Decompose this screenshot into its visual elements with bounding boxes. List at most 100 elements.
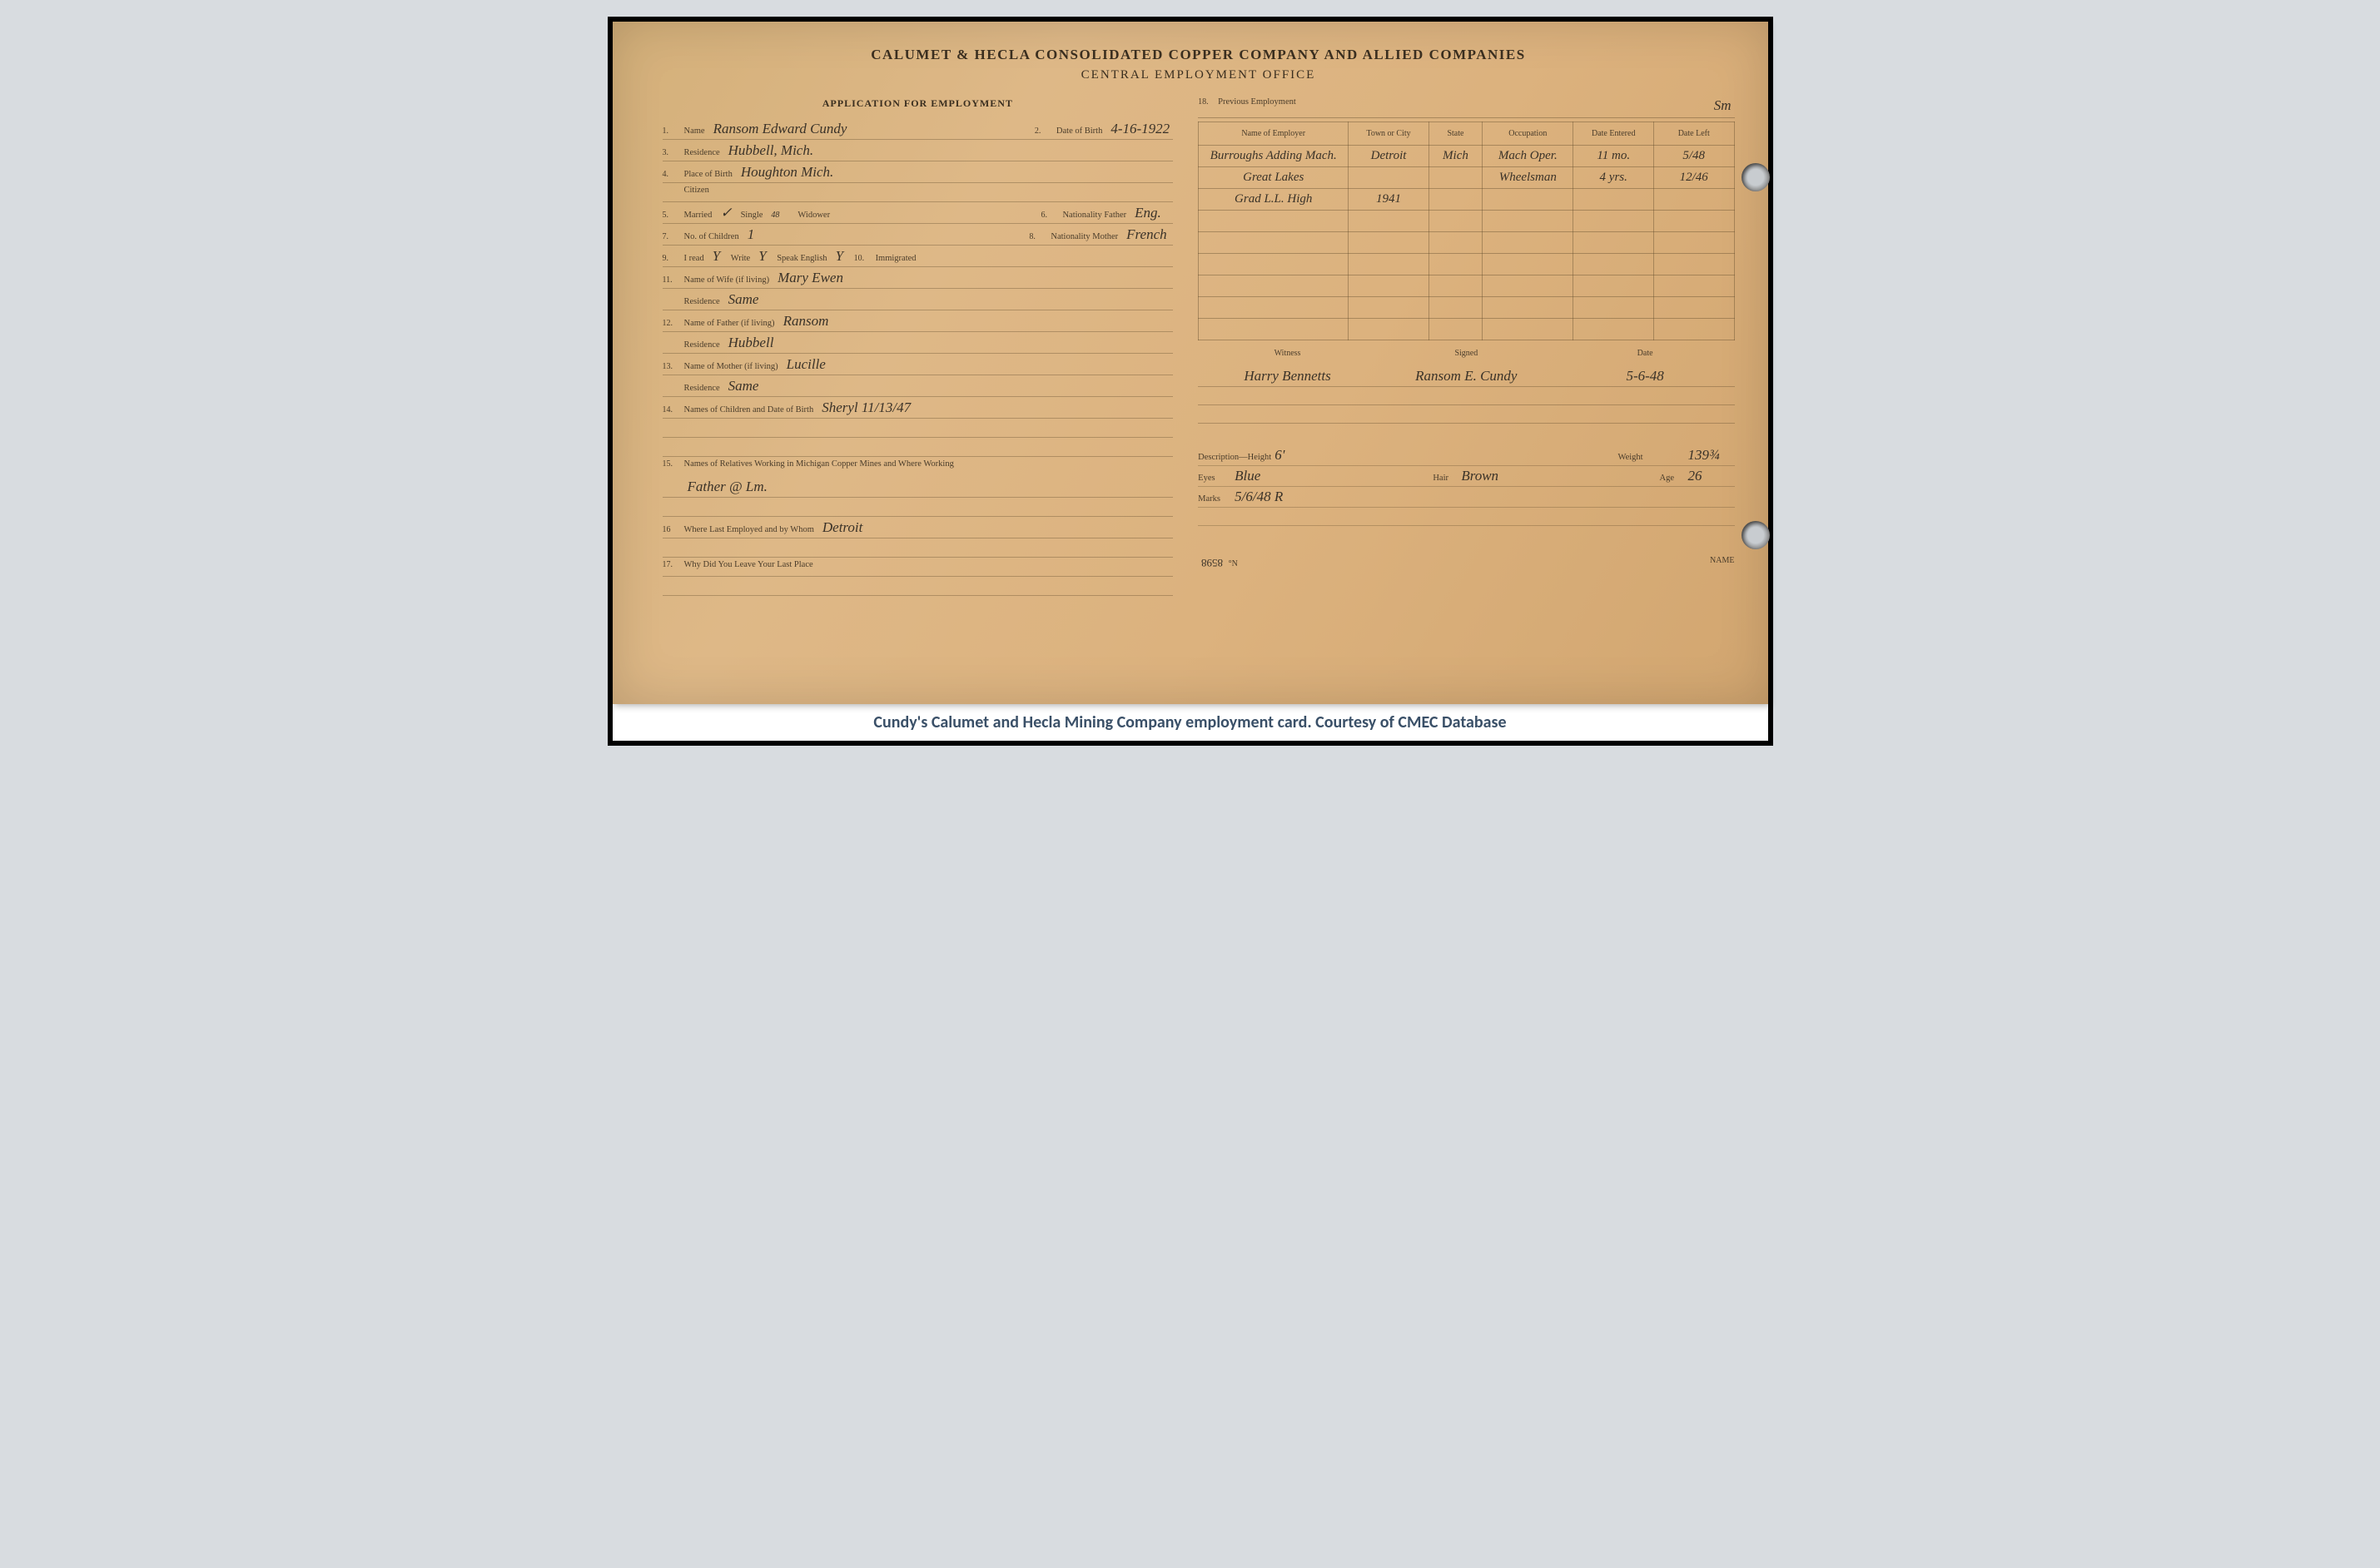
table-cell: 12/46 [1653,167,1734,189]
paper-container: CALUMET & HECLA CONSOLIDATED COPPER COMP… [613,22,1768,741]
field-number: 1. [663,127,679,136]
table-cell [1349,232,1429,254]
section-title: APPLICATION FOR EMPLOYMENT [663,97,1174,110]
table-cell [1653,189,1734,211]
handwritten-value: Y [832,248,849,265]
table-cell [1653,254,1734,275]
handwritten-value: 48 [768,211,793,220]
document-header: CALUMET & HECLA CONSOLIDATED COPPER COMP… [663,47,1735,82]
table-cell [1428,211,1482,232]
col-header-entered: Date Entered [1573,122,1654,146]
handwritten-value: Same [725,378,1174,394]
field-relatives-label: 15. Names of Relatives Working in Michig… [663,457,1174,476]
field-label: I read [684,254,704,263]
field-number: 6. [1041,211,1057,220]
handwritten-value: Y [755,248,772,265]
table-row [1199,319,1734,340]
field-name: 1. Name Ransom Edward Cundy 2. Date of B… [663,118,1174,140]
field-number: 8. [1029,232,1046,241]
table-row [1199,211,1734,232]
handwritten-value: 5/48 [1657,149,1731,163]
field-label: Date of Birth [1056,127,1102,136]
field-label: Write [731,254,750,263]
table-cell [1349,211,1429,232]
table-header-row: Name of Employer Town or City State Occu… [1199,122,1734,146]
table-cell: Great Lakes [1199,167,1349,189]
handwritten-value: Mich [1433,149,1478,163]
table-cell [1349,275,1429,297]
field-wife-residence: Residence Same [663,289,1174,310]
table-cell [1199,232,1349,254]
field-label: Residence [684,297,720,306]
binder-hole-icon [1742,521,1770,549]
table-cell [1199,211,1349,232]
table-cell: Detroit [1349,146,1429,167]
table-cell [1653,275,1734,297]
blank-line [663,538,1174,558]
field-label: Name of Wife (if living) [684,275,770,285]
field-label: Where Last Employed and by Whom [684,525,814,534]
handwritten-value: Mach Oper. [1486,149,1569,163]
blank-line [1198,387,1734,405]
blank-line [1198,405,1734,424]
table-cell: 1941 [1349,189,1429,211]
handwritten-value: Hubbell, Mich. [725,142,1174,159]
no-label: °N [1229,559,1238,568]
field-father-residence: Residence Hubbell [663,332,1174,354]
handwritten-value: 4 yrs. [1577,171,1650,185]
table-cell: Burroughs Adding Mach. [1199,146,1349,167]
handwritten-value: Grad L.L. High [1202,192,1344,206]
blank-line [663,498,1174,517]
col-header-occupation: Occupation [1483,122,1573,146]
field-label: Widower [797,211,830,220]
handwritten-value: Brown [1458,468,1508,484]
table-cell [1349,297,1429,319]
field-label: Citizen [684,186,709,195]
witness-signature: Harry Bennetts [1240,368,1334,384]
table-cell [1349,254,1429,275]
handwritten-value: 139¾ [1685,447,1735,464]
handwritten-value: Houghton Mich. [738,164,1173,181]
blank-line [1198,508,1734,526]
table-cell [1573,189,1654,211]
handwritten-value: Y [709,248,726,265]
table-cell: Mach Oper. [1483,146,1573,167]
field-number: 16 [663,525,679,534]
handwritten-value: Lucille [783,356,1174,373]
binder-hole-icon [1742,163,1770,191]
table-cell [1573,211,1654,232]
col-header-left: Date Left [1653,122,1734,146]
table-cell [1428,189,1482,211]
table-cell [1653,319,1734,340]
field-residence: 3. Residence Hubbell, Mich. [663,140,1174,161]
field-number: 17. [663,560,679,569]
field-label: Name of Mother (if living) [684,362,778,371]
table-cell [1428,167,1482,189]
blank-line [663,438,1174,457]
table-cell [1653,211,1734,232]
card-index-strip: 8598 °N NAME [1198,551,1734,569]
handwritten-value: Detroit [1352,149,1425,163]
field-number: 18. [1198,97,1218,114]
table-cell: 5/48 [1653,146,1734,167]
field-label: No. of Children [684,232,739,241]
field-literacy: 9. I read Y Write Y Speak English Y 10. … [663,246,1174,267]
card-number: 8598 [1198,556,1226,569]
handwritten-value: Same [725,291,1174,308]
handwritten-value: Sheryl 11/13/47 [818,399,1173,416]
field-label: Residence [684,148,720,157]
employment-card: CALUMET & HECLA CONSOLIDATED COPPER COMP… [613,22,1768,704]
table-cell [1653,232,1734,254]
handwritten-value: Sm [1711,97,1735,114]
field-number: 7. [663,232,679,241]
field-label: Description—Height [1198,453,1271,462]
field-father: 12. Name of Father (if living) Ransom [663,310,1174,332]
field-number: 13. [663,362,679,371]
field-label: Name of Father (if living) [684,319,775,328]
field-number: 2. [1035,127,1051,136]
table-cell [1653,297,1734,319]
handwritten-value: 1 [744,226,769,243]
field-label: Names of Children and Date of Birth [684,405,814,414]
field-children-names: 14. Names of Children and Date of Birth … [663,397,1174,419]
field-number: 11. [663,275,679,285]
